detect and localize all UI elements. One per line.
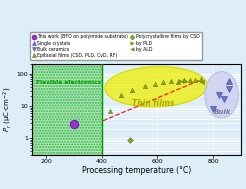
Y-axis label: $P_r$ (μC·cm$^{-2}$): $P_r$ (μC·cm$^{-2}$) xyxy=(2,87,14,132)
Text: Thin films: Thin films xyxy=(132,99,174,108)
Polygon shape xyxy=(205,72,238,118)
Bar xyxy=(32,64,102,155)
X-axis label: Processing temperature (°C): Processing temperature (°C) xyxy=(82,166,191,175)
Legend: This work (BFO on polyimide substrate), Single crystals, Bulk ceramics, Epitaxia: This work (BFO on polyimide substrate), … xyxy=(30,32,202,60)
Polygon shape xyxy=(105,67,207,107)
Bar xyxy=(32,64,102,155)
Text: Bulk: Bulk xyxy=(214,109,231,115)
Text: Flexible electronics: Flexible electronics xyxy=(36,80,101,85)
